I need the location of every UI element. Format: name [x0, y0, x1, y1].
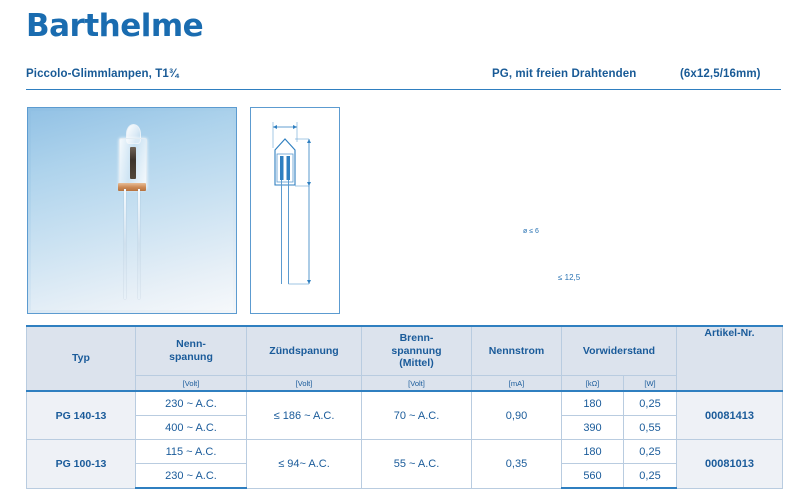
unit-vorwiderstand-power: [W]	[623, 375, 677, 392]
cell-zuendspanung: ≤ 186 ~ A.C.	[246, 390, 362, 440]
column-header-nennspanung: Nenn- spanung	[135, 325, 247, 376]
cell-vorwiderstand-power: 0,25	[623, 463, 677, 489]
cell-artikel: 00081413	[676, 390, 783, 440]
unit-zuendspanung: [Volt]	[246, 375, 362, 392]
column-header-nennstrom: Nennstrom	[471, 325, 562, 376]
cell-brennspannung: 55 ~ A.C.	[361, 439, 472, 489]
technical-drawing-svg	[272, 122, 311, 285]
cell-nennspanung: 115 ~ A.C.	[135, 439, 247, 464]
cell-nennspanung: 230 ~ A.C.	[135, 463, 247, 489]
cell-typ: PG 100-13	[26, 439, 136, 489]
column-header-vorwiderstand: Vorwiderstand	[561, 325, 677, 376]
unit-nennspanung: [Volt]	[135, 375, 247, 392]
column-header-brennspannung: Brenn- spannung (Mittel)	[361, 325, 472, 376]
lamp-lead-wire-left	[124, 189, 126, 299]
lamp-lead-wire-right	[138, 189, 140, 299]
cell-brennspannung: 70 ~ A.C.	[361, 390, 472, 440]
cell-vorwiderstand-power: 0,25	[623, 390, 677, 416]
cell-nennspanung: 230 ~ A.C.	[135, 390, 247, 416]
table-row: 230 ~ A.C. 560 0,25	[27, 463, 783, 489]
cell-artikel: 00081013	[676, 439, 783, 489]
table-body: PG 140-13 230 ~ A.C. ≤ 186 ~ A.C. 70 ~ A…	[26, 390, 783, 489]
lamp-base	[118, 183, 146, 191]
cell-vorwiderstand-resistance: 390	[561, 415, 624, 440]
brand-logo-text: Barthelme	[26, 8, 204, 44]
brand-logo: Barthelme	[26, 8, 204, 44]
table-header: Typ Nenn- spanung Zündspanung Brenn- spa…	[26, 325, 783, 392]
product-photo	[27, 107, 237, 314]
cell-vorwiderstand-resistance: 180	[561, 439, 624, 464]
cell-vorwiderstand-power: 0,25	[623, 439, 677, 464]
cell-typ: PG 140-13	[26, 390, 136, 440]
lamp-electrode	[130, 147, 136, 179]
column-header-zuendspanung: Zündspanung	[246, 325, 362, 376]
unit-vorwiderstand-resistance: [kΩ]	[561, 375, 624, 392]
unit-brennspannung: [Volt]	[361, 375, 472, 392]
product-photo-background	[31, 111, 233, 310]
cell-vorwiderstand-resistance: 560	[561, 463, 624, 489]
column-header-typ: Typ	[26, 325, 136, 392]
cell-nennstrom: 0,90	[471, 390, 562, 440]
product-variant-label: PG, mit freien Drahtenden	[492, 68, 637, 80]
cell-vorwiderstand-power: 0,55	[623, 415, 677, 440]
technical-drawing: ø ≤ 6 ≤ 12,5 ≤ 25 PG...-13	[250, 107, 580, 409]
column-header-artikel: Artikel-Nr.	[676, 325, 783, 392]
unit-nennstrom: [mA]	[471, 375, 562, 392]
table-row: PG 140-13 230 ~ A.C. ≤ 186 ~ A.C. 70 ~ A…	[26, 390, 783, 440]
cell-zuendspanung: ≤ 94~ A.C.	[246, 439, 362, 489]
subtitle-divider	[26, 88, 781, 90]
subtitle-bar: Piccolo-Glimmlampen, T1¾ PG, mit freien …	[26, 68, 781, 90]
cell-nennspanung: 400 ~ A.C.	[135, 415, 247, 440]
drawing-diameter-label: ø ≤ 6	[523, 228, 539, 235]
drawing-height-label: ≤ 12,5	[558, 273, 581, 282]
product-dimensions-label: (6x12,5/16mm)	[680, 68, 761, 80]
table-row: PG 100-13 115 ~ A.C. ≤ 94~ A.C. 55 ~ A.C…	[26, 439, 783, 489]
product-family-label: Piccolo-Glimmlampen, T1¾	[26, 68, 179, 80]
cell-nennstrom: 0,35	[471, 439, 562, 489]
specification-table: Typ Nenn- spanung Zündspanung Brenn- spa…	[26, 325, 783, 489]
cell-vorwiderstand-resistance: 180	[561, 390, 624, 416]
